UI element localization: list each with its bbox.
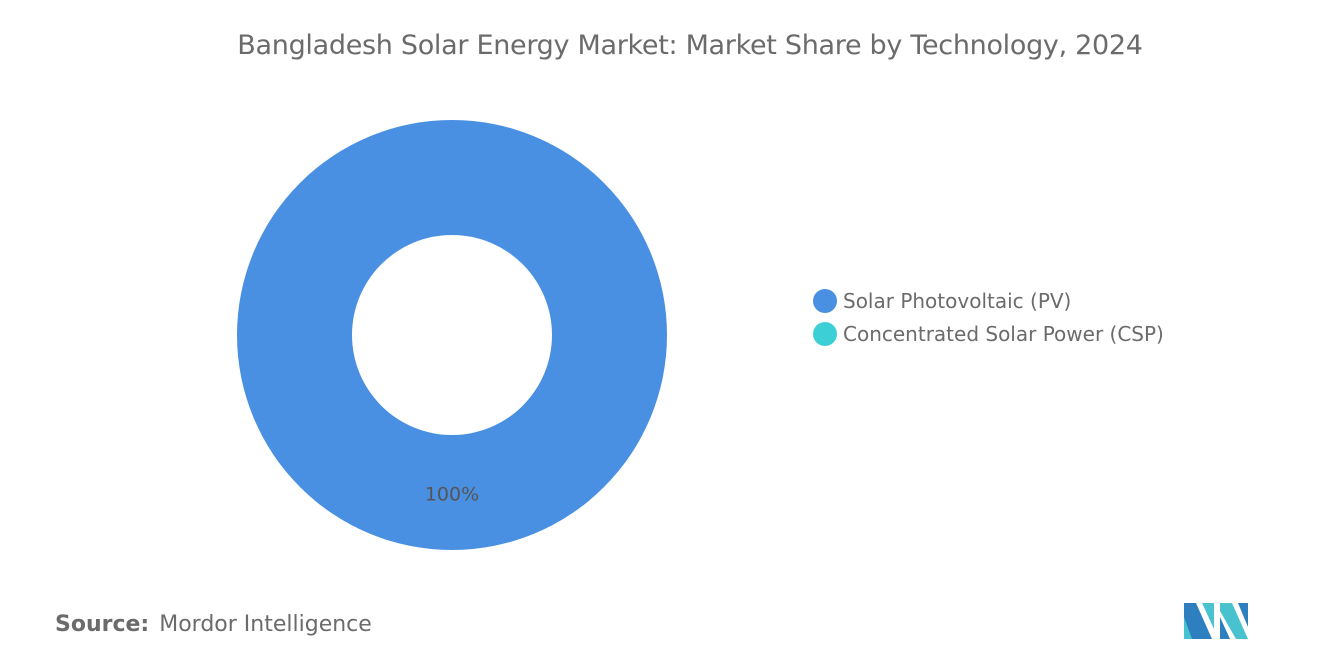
legend-item-csp[interactable]: Concentrated Solar Power (CSP) [813, 317, 1164, 350]
source-value: Mordor Intelligence [159, 612, 372, 637]
legend-item-pv[interactable]: Solar Photovoltaic (PV) [813, 284, 1164, 317]
legend-label: Solar Photovoltaic (PV) [843, 288, 1072, 313]
legend-swatch [813, 288, 837, 313]
chart-title: Bangladesh Solar Energy Market: Market S… [237, 30, 1143, 61]
legend-label: Concentrated Solar Power (CSP) [843, 321, 1164, 346]
legend-swatch [813, 321, 837, 346]
mordor-intelligence-logo-icon [1184, 603, 1248, 639]
donut-slice-0[interactable] [237, 120, 667, 550]
source-label: Source: [55, 612, 150, 637]
data-label: 100% [425, 484, 479, 506]
legend: Solar Photovoltaic (PV) Concentrated Sol… [813, 284, 1164, 350]
source-note: Source: Mordor Intelligence [55, 612, 372, 637]
